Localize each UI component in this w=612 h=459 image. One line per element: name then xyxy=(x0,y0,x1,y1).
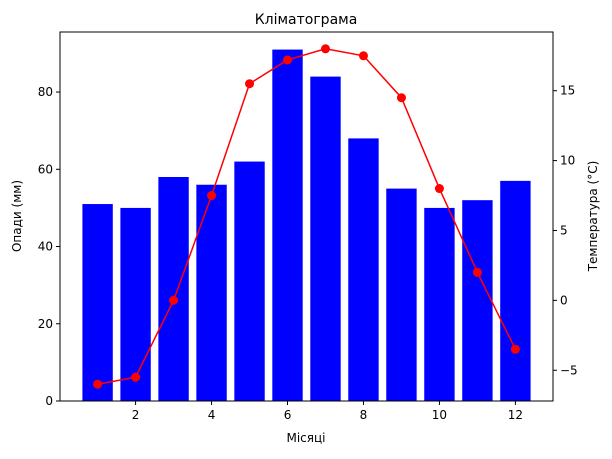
y-axis-right-label: Температура (°C) xyxy=(586,161,600,273)
x-tick-label: 10 xyxy=(432,408,447,422)
y-left-tick-label: 0 xyxy=(45,394,53,408)
y-right-tick-label: 5 xyxy=(560,223,568,237)
y-right-tick-label: 10 xyxy=(560,154,575,168)
temperature-point xyxy=(358,51,368,61)
precipitation-bar xyxy=(500,180,531,401)
precipitation-bar xyxy=(82,204,113,401)
precipitation-bar xyxy=(196,184,227,401)
y-left-tick-label: 20 xyxy=(38,317,53,331)
y-left-tick-label: 40 xyxy=(38,240,53,254)
temperature-point xyxy=(472,267,482,277)
x-tick-label: 12 xyxy=(508,408,523,422)
chart-title: Кліматограма xyxy=(255,12,358,28)
precipitation-bar xyxy=(120,207,151,401)
temperature-point xyxy=(93,379,103,389)
temperature-point xyxy=(320,44,330,54)
x-axis-label: Місяці xyxy=(286,431,325,445)
precipitation-bar xyxy=(386,188,417,401)
y-left-tick-label: 80 xyxy=(38,85,53,99)
precipitation-bar xyxy=(234,161,265,401)
precipitation-bar xyxy=(158,177,189,401)
temperature-point xyxy=(510,344,520,354)
y-left-tick-label: 60 xyxy=(38,162,53,176)
temperature-point xyxy=(434,184,444,194)
temperature-line xyxy=(97,48,517,385)
precipitation-bar xyxy=(272,49,303,401)
precipitation-bar xyxy=(348,138,379,401)
x-tick-label: 8 xyxy=(360,408,368,422)
plot-frame xyxy=(59,31,554,402)
x-tick-label: 6 xyxy=(284,408,292,422)
y-right-tick-label: −5 xyxy=(560,363,578,377)
x-tick-label: 2 xyxy=(132,408,140,422)
precipitation-bar xyxy=(310,76,341,401)
temperature-point xyxy=(131,372,141,382)
temperature-point xyxy=(169,295,179,305)
y-axis-left-label: Опади (мм) xyxy=(10,180,24,252)
temperature-point xyxy=(283,55,293,65)
y-right-tick-label: 15 xyxy=(560,84,575,98)
temperature-point xyxy=(245,79,255,89)
precipitation-bar xyxy=(424,207,455,401)
x-tick-label: 4 xyxy=(208,408,216,422)
y-right-tick-label: 0 xyxy=(560,293,568,307)
temperature-point xyxy=(207,191,217,201)
temperature-point xyxy=(396,93,406,103)
precipitation-bar xyxy=(462,200,493,401)
